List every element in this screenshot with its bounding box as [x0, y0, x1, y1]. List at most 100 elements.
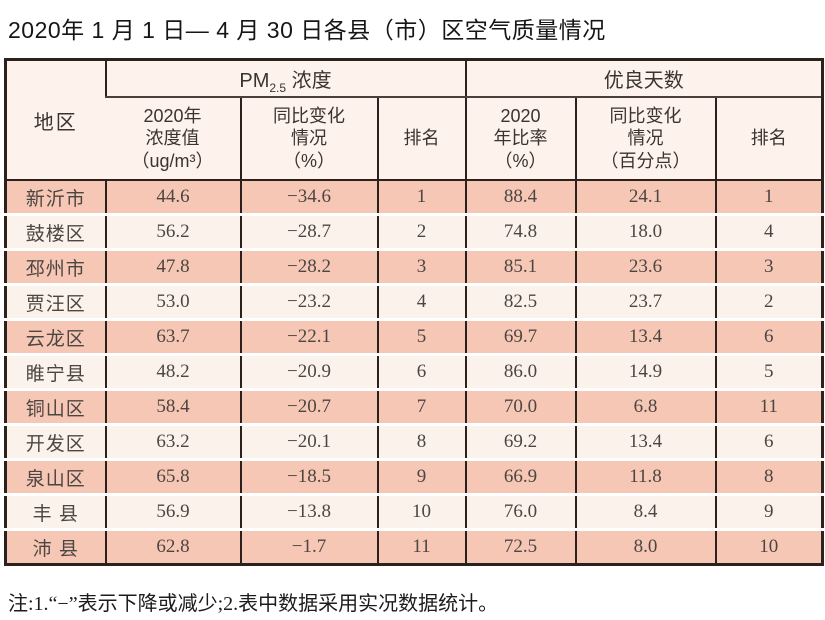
cell-pm-change: −23.2 [239, 283, 378, 320]
cell-good-change: 18.0 [574, 213, 716, 250]
table-row: 新沂市 44.6 −34.6 1 88.4 24.1 1 [5, 180, 823, 215]
page-title: 2020年 1 月 1 日— 4 月 30 日各县（市）区空气质量情况 [8, 17, 606, 43]
cell-pm-value: 56.9 [104, 493, 241, 530]
sub-header-row: 2020年 浓度值 （ug/m³） 同比变化 情况 （%） 排名 2020 年比… [6, 97, 823, 181]
cell-pm-rank: 3 [376, 248, 466, 285]
cell-good-rank: 11 [714, 388, 823, 425]
cell-pm-change: −22.1 [239, 318, 378, 355]
pm-prefix-label: PM [239, 70, 270, 92]
cell-good-change: 13.4 [574, 423, 716, 460]
table-row: 沛 县 62.8 −1.7 11 72.5 8.0 10 [5, 528, 823, 565]
cell-good-change: 13.4 [574, 318, 716, 355]
cell-good-change: 11.8 [574, 458, 716, 495]
table-row: 开发区 63.2 −20.1 8 69.2 13.4 6 [5, 423, 823, 460]
footnote: 注:1.“−”表示下降或减少;2.表中数据采用实况数据统计。 [8, 593, 499, 615]
cell-pm-rank: 2 [376, 213, 466, 250]
cell-pm-change: −13.8 [239, 493, 378, 530]
cell-region: 铜山区 [5, 388, 106, 425]
cell-good-change: 8.0 [574, 528, 716, 565]
cell-good-rate: 70.0 [464, 388, 576, 425]
cell-pm-value: 65.8 [104, 458, 241, 495]
column-header-good-change: 同比变化 情况 （百分点） [574, 97, 716, 181]
group-header-row: 地区 PM2.5 浓度 优良天数 [5, 59, 823, 181]
cell-good-rank: 2 [714, 283, 823, 320]
table-row: 泉山区 65.8 −18.5 9 66.9 11.8 8 [5, 458, 823, 495]
cell-good-rate: 86.0 [464, 353, 576, 390]
cell-pm-change: −18.5 [239, 458, 378, 495]
table-row: 贾汪区 53.0 −23.2 4 82.5 23.7 2 [5, 283, 823, 320]
cell-pm-rank: 10 [376, 493, 466, 530]
column-group-pm25: PM2.5 浓度 [104, 59, 466, 98]
cell-good-rank: 3 [714, 248, 823, 285]
air-quality-table: 地区 PM2.5 浓度 优良天数 2020年 浓度值 （ug/m³） 同比变化 … [4, 58, 825, 566]
cell-pm-rank: 1 [376, 180, 466, 215]
cell-region: 新沂市 [25, 188, 86, 210]
cell-region: 贾汪区 [5, 283, 106, 320]
cell-good-rank: 9 [714, 493, 823, 530]
cell-pm-rank: 9 [376, 458, 466, 495]
cell-pm-change: −20.7 [239, 388, 378, 425]
cell-good-rank: 6 [714, 423, 823, 460]
column-group-good-days: 优良天数 [464, 59, 823, 98]
cell-pm-value: 62.8 [104, 528, 241, 565]
cell-good-change: 23.7 [574, 283, 716, 320]
cell-good-rank: 1 [714, 180, 823, 215]
cell-region: 鼓楼区 [5, 213, 106, 250]
cell-pm-value: 47.8 [104, 248, 241, 285]
cell-pm-rank: 11 [376, 528, 466, 565]
pm-subscript-label: 2.5 [269, 81, 287, 95]
cell-good-rate: 82.5 [464, 283, 576, 320]
cell-pm-value: 63.2 [104, 423, 241, 460]
cell-good-rank: 6 [714, 318, 823, 355]
cell-good-rate: 66.9 [464, 458, 576, 495]
cell-region: 邳州市 [5, 248, 106, 285]
cell-region: 泉山区 [5, 458, 106, 495]
cell-pm-change: −20.9 [239, 353, 378, 390]
cell-good-rate: 88.4 [464, 180, 576, 215]
cell-region: 云龙区 [5, 318, 106, 355]
cell-pm-value: 58.4 [104, 388, 241, 425]
cell-good-rate: 74.8 [464, 213, 576, 250]
cell-pm-change: −34.6 [239, 180, 378, 215]
cell-good-rate: 76.0 [464, 493, 576, 530]
table-row: 睢宁县 48.2 −20.9 6 86.0 14.9 5 [5, 353, 823, 390]
pm-suffix-label: 浓度 [286, 70, 332, 92]
cell-pm-value: 53.0 [104, 283, 241, 320]
cell-pm-value: 48.2 [104, 353, 241, 390]
cell-region: 睢宁县 [5, 353, 106, 390]
cell-pm-rank: 8 [376, 423, 466, 460]
cell-good-rate: 69.7 [464, 318, 576, 355]
cell-pm-value: 63.7 [104, 318, 241, 355]
cell-good-change: 14.9 [574, 353, 716, 390]
cell-good-change: 6.8 [574, 388, 716, 425]
cell-pm-rank: 6 [376, 353, 466, 390]
cell-region: 开发区 [5, 423, 106, 460]
table-body: 新沂市 44.6 −34.6 1 88.4 24.1 1 鼓楼区 56.2 −28.7 2 74.8 1… [5, 180, 823, 565]
cell-pm-change: −20.1 [239, 423, 378, 460]
cell-pm-rank: 4 [376, 283, 466, 320]
cell-pm-value: 44.6 [104, 180, 241, 215]
cell-good-rate: 85.1 [464, 248, 576, 285]
cell-pm-rank: 7 [376, 388, 466, 425]
cell-good-change: 24.1 [574, 180, 716, 215]
cell-good-rank: 8 [714, 458, 823, 495]
cell-region: 沛 县 [5, 528, 106, 565]
cell-good-change: 23.6 [574, 248, 716, 285]
column-header-good-rank: 排名 [714, 97, 823, 181]
cell-pm-change: −28.2 [239, 248, 378, 285]
table-row: 云龙区 63.7 −22.1 5 69.7 13.4 6 [5, 318, 823, 355]
column-header-region: 地区 [5, 59, 106, 181]
table-row: 铜山区 58.4 −20.7 7 70.0 6.8 11 [5, 388, 823, 425]
column-header-good-rate: 2020 年比率 （%） [464, 97, 576, 181]
cell-pm-change: −28.7 [239, 213, 378, 250]
column-header-pm-value: 2020年 浓度值 （ug/m³） [105, 97, 241, 181]
cell-good-rank: 5 [714, 353, 823, 390]
table-row: 丰 县 56.9 −13.8 10 76.0 8.4 9 [5, 493, 823, 530]
cell-region: 丰 县 [5, 493, 106, 530]
cell-good-rank: 4 [714, 213, 823, 250]
column-header-pm-rank: 排名 [376, 97, 466, 181]
cell-good-change: 8.4 [574, 493, 716, 530]
cell-good-rate: 72.5 [464, 528, 576, 565]
cell-pm-value: 56.2 [104, 213, 241, 250]
